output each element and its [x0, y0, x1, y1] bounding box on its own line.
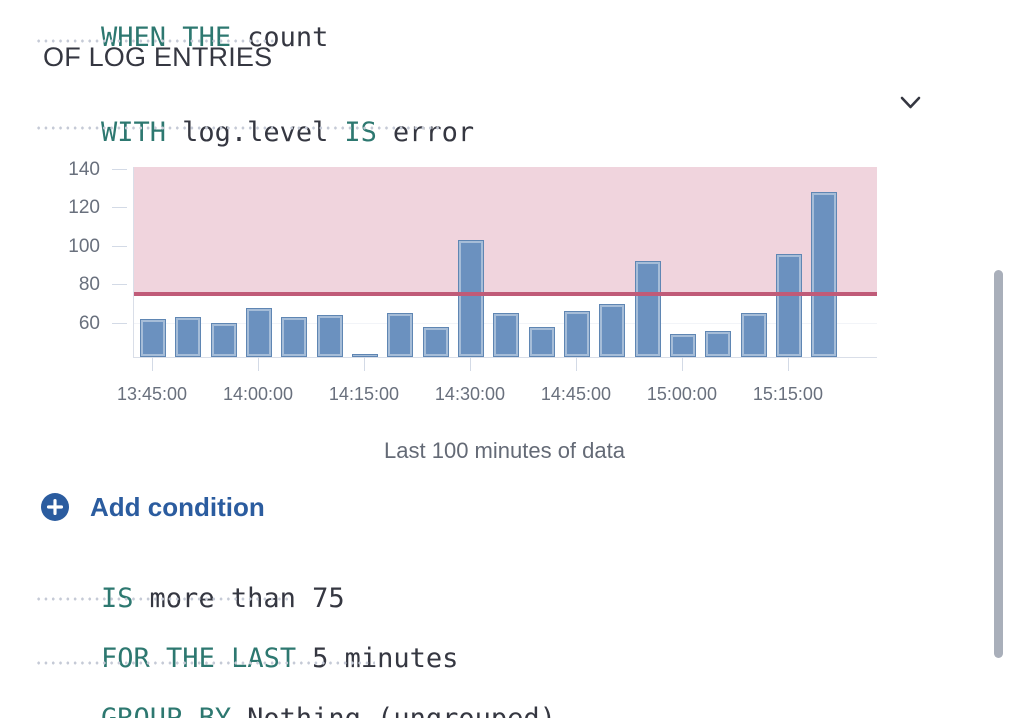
threshold-expression-underline: [35, 597, 290, 601]
x-axis-tick: [152, 357, 153, 371]
bar: [281, 317, 308, 357]
x-axis-label: 14:30:00: [434, 384, 505, 404]
x-axis-label: 14:00:00: [222, 384, 294, 404]
time-window-underline: [35, 661, 375, 665]
threshold-line: [134, 292, 877, 297]
of-log-entries-label: OF LOG ENTRIES: [43, 42, 273, 72]
is-operator: IS: [344, 117, 377, 148]
count-value: count: [247, 22, 329, 53]
time-window-expression[interactable]: FOR THE LAST 5 minutes: [36, 618, 458, 699]
x-axis-tick: [469, 357, 471, 371]
y-axis-tick: [112, 168, 127, 170]
bar: [740, 313, 767, 357]
y-axis-label: 140: [68, 158, 100, 180]
y-axis-tick: [112, 245, 127, 247]
count-expression[interactable]: WHEN THE count: [36, 0, 328, 78]
y-axis-label: 100: [68, 235, 100, 257]
y-axis-tick: [112, 284, 127, 286]
x-axis-tick: [363, 357, 365, 371]
threshold-region: [134, 167, 877, 295]
y-axis-tick: [112, 207, 127, 209]
x-axis-label: 14:15:00: [328, 384, 399, 404]
y-axis-label: 60: [78, 312, 100, 334]
criterion-value: error: [392, 117, 475, 148]
chart-plot: [133, 167, 877, 358]
bar: [528, 326, 555, 357]
window-keyword: FOR THE LAST: [101, 643, 297, 674]
x-axis-tick: [681, 357, 683, 371]
x-axis-label: 14:45:00: [540, 384, 611, 404]
x-axis-tick: [257, 357, 259, 371]
count-expression-underline: [35, 39, 275, 43]
bar: [563, 311, 590, 357]
bar: [175, 317, 202, 357]
add-condition-button[interactable]: Add condition: [41, 493, 265, 521]
x-axis-tick: [787, 357, 789, 371]
bar: [422, 326, 449, 357]
bar: [669, 334, 696, 357]
bar: [634, 261, 661, 357]
bar: [599, 303, 626, 357]
window-value: 5 minutes: [312, 643, 459, 674]
bar: [140, 319, 166, 357]
chart-caption: Last 100 minutes of data: [384, 438, 625, 463]
add-condition-label: Add condition: [90, 492, 265, 522]
bar: [811, 192, 838, 357]
bar: [245, 307, 272, 357]
group-by-expression[interactable]: GROUP BY Nothing (ungrouped): [36, 678, 556, 718]
bar: [387, 313, 414, 357]
with-keyword: WITH: [101, 117, 167, 148]
x-axis-label: 13:45:00: [116, 384, 188, 404]
group-by-value: Nothing (ungrouped): [247, 703, 556, 718]
criterion-value-underline: [288, 126, 443, 130]
y-axis-tick: [112, 322, 127, 324]
vertical-scrollbar-thumb[interactable]: [994, 270, 1003, 658]
criterion-field: log.level: [182, 117, 329, 148]
criterion-expression[interactable]: WITH log.level IS error: [36, 92, 474, 173]
bar: [210, 322, 237, 357]
x-axis-tick: [575, 357, 577, 371]
bar: [705, 330, 732, 357]
group-by-keyword: GROUP BY: [101, 703, 231, 718]
bar: [316, 315, 343, 357]
collapse-criterion-button[interactable]: [890, 86, 930, 122]
bar: [493, 313, 520, 357]
y-axis-label: 120: [68, 197, 100, 219]
x-axis-label: 15:15:00: [752, 384, 823, 404]
chevron-down-icon: [900, 96, 921, 108]
bar: [457, 240, 484, 357]
plus-in-circle-icon: [41, 493, 69, 521]
bar: [775, 253, 802, 357]
preview-chart: 60 80 100 120 140 13:45:00 14:00:00 14:15:00 14:…: [68, 158, 877, 463]
x-axis-label: 15:00:00: [646, 384, 717, 404]
y-axis-label: 80: [78, 274, 100, 296]
when-keyword: WHEN THE: [101, 22, 232, 53]
bar: [351, 353, 378, 357]
criterion-field-underline: [35, 126, 273, 130]
